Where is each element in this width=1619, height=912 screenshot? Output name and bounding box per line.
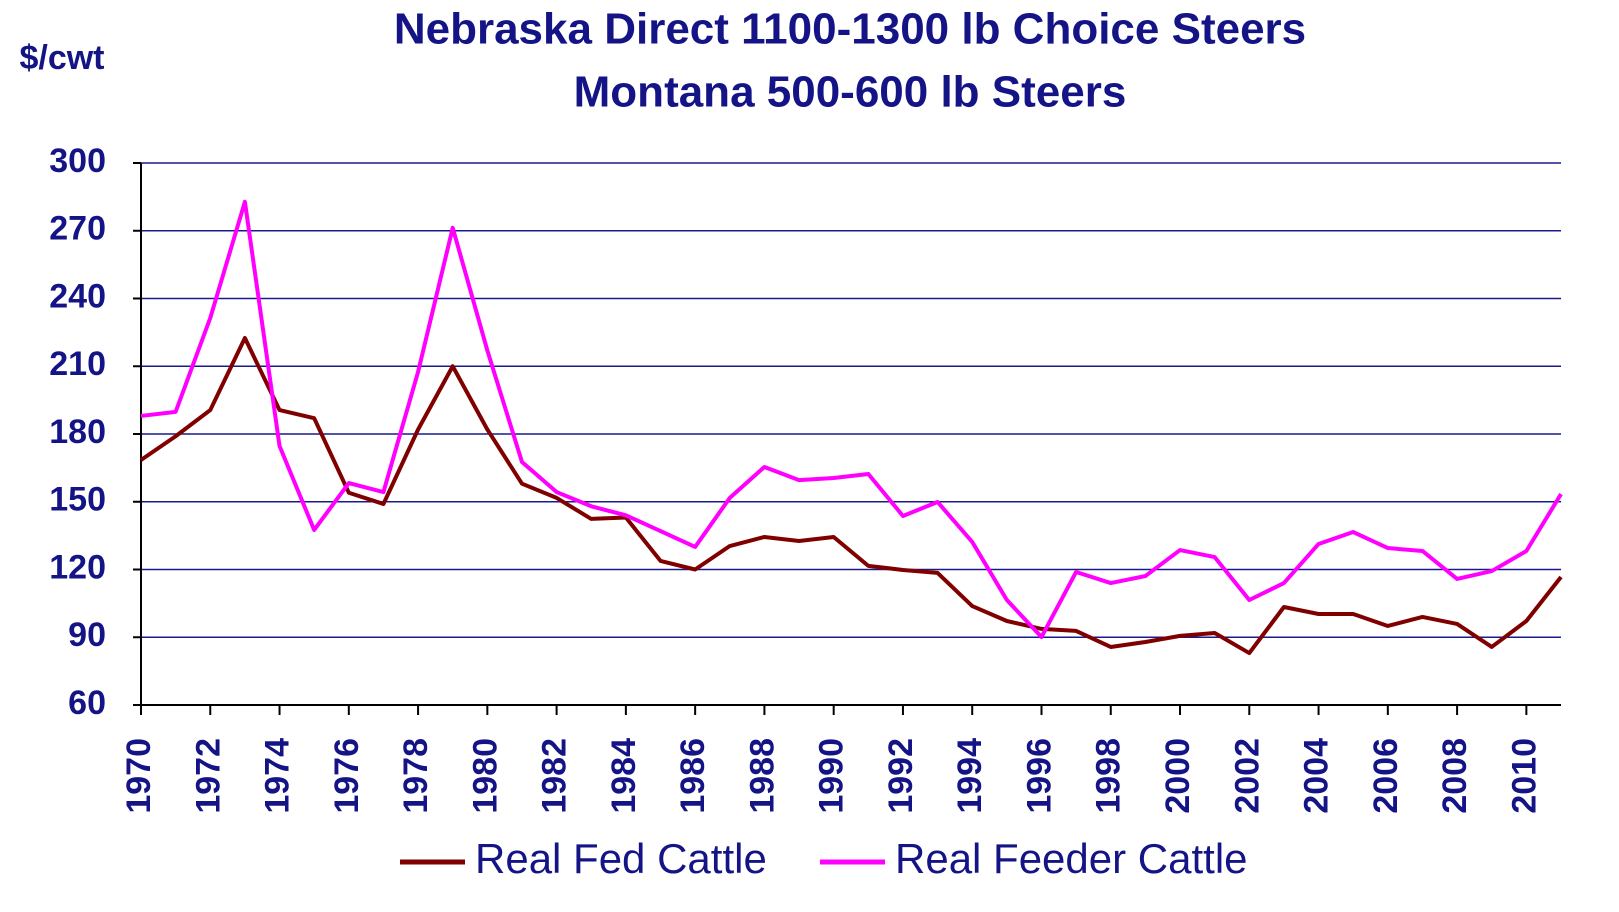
- chart-subtitle: Montana 500-600 lb Steers: [574, 68, 1127, 117]
- x-tick-label: 1996: [1020, 738, 1058, 814]
- y-tick-label: 300: [49, 142, 106, 180]
- x-tick-label: 2008: [1436, 738, 1474, 814]
- y-tick-label: 120: [49, 548, 106, 586]
- legend-label: Real Feeder Cattle: [895, 835, 1248, 882]
- x-tick-label: 1974: [259, 738, 297, 814]
- y-tick-label: 240: [49, 277, 106, 315]
- y-tick-label: 180: [49, 413, 106, 451]
- x-tick-label: 1986: [674, 738, 712, 814]
- x-tick-label: 2004: [1298, 738, 1336, 814]
- x-tick-label: 1994: [951, 738, 989, 814]
- x-tick-label: 1976: [328, 738, 366, 814]
- series-line: [139, 336, 1563, 656]
- y-axis-label: $/cwt: [19, 39, 104, 77]
- x-tick-label: 1980: [466, 738, 504, 814]
- x-tick-label: 2006: [1367, 738, 1405, 814]
- x-tick-label: 1984: [605, 738, 643, 814]
- x-tick-label: 2002: [1228, 738, 1266, 814]
- x-tick-label: 1992: [882, 738, 920, 814]
- series-line: [140, 199, 1563, 640]
- x-tick-label: 2010: [1505, 738, 1543, 814]
- y-tick-label: 150: [49, 481, 106, 519]
- x-tick-label: 1972: [189, 738, 227, 814]
- legend-label: Real Fed Cattle: [475, 835, 767, 882]
- x-tick-label: 1990: [813, 738, 851, 814]
- x-tick-label: 2000: [1159, 738, 1197, 814]
- chart-title: Nebraska Direct 1100-1300 lb Choice Stee…: [394, 5, 1306, 54]
- y-tick-label: 90: [68, 616, 106, 654]
- y-tick-label: 60: [68, 684, 106, 722]
- y-tick-label: 210: [49, 345, 106, 383]
- x-tick-label: 1988: [743, 738, 781, 814]
- y-tick-label: 270: [49, 210, 106, 248]
- x-tick-label: 1998: [1090, 738, 1128, 814]
- x-tick-label: 1982: [536, 738, 574, 814]
- x-tick-label: 1970: [120, 738, 158, 814]
- x-tick-label: 1978: [397, 738, 435, 814]
